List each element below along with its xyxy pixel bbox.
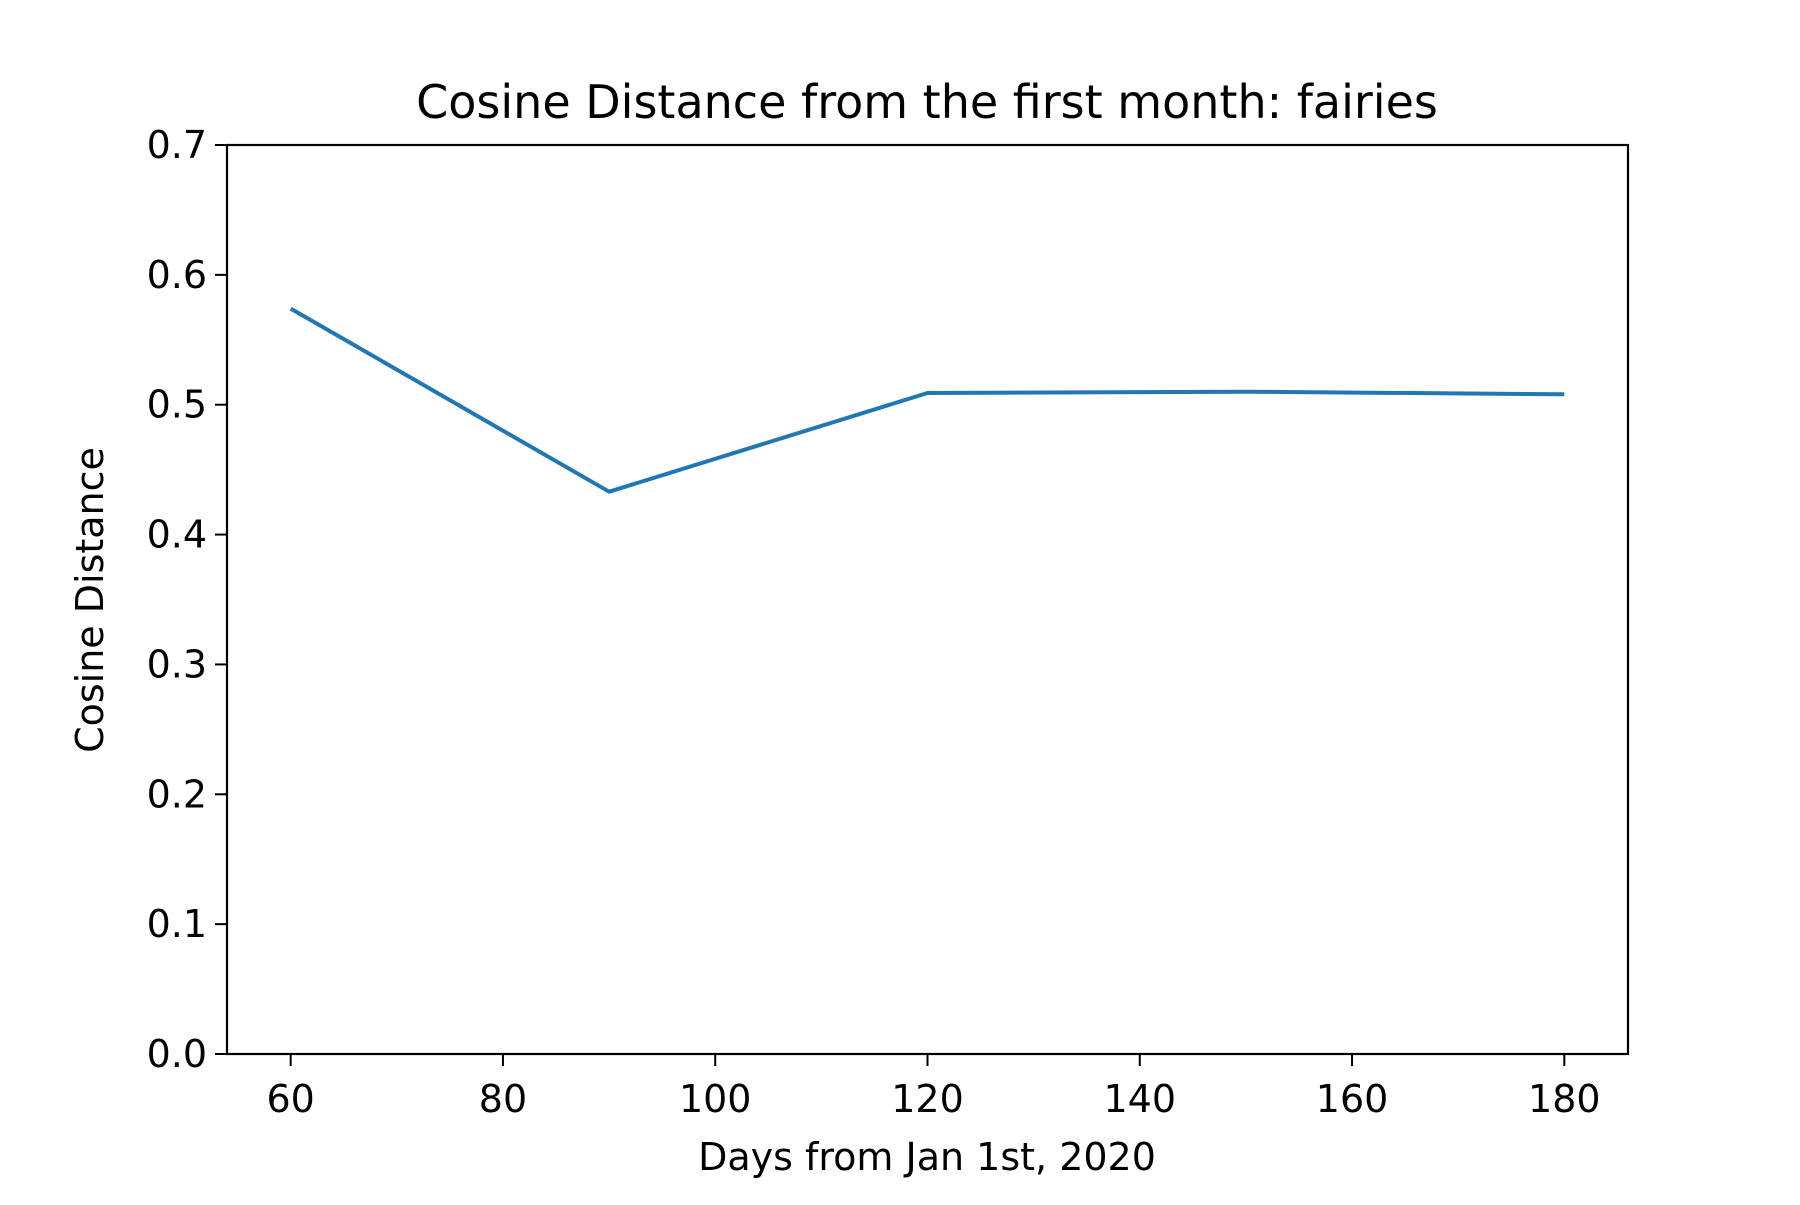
x-axis-label: Days from Jan 1st, 2020: [698, 1135, 1156, 1179]
y-tick-label: 0.5: [147, 383, 207, 427]
x-tick-label: 60: [267, 1077, 315, 1121]
y-tick-label: 0.2: [147, 772, 207, 816]
x-tick-label: 180: [1528, 1077, 1601, 1121]
x-tick-label: 120: [891, 1077, 964, 1121]
y-tick-label: 0.1: [147, 902, 207, 946]
y-tick-label: 0.6: [147, 253, 207, 297]
x-tick-label: 100: [679, 1077, 752, 1121]
x-tick-label: 80: [479, 1077, 527, 1121]
y-tick-label: 0.4: [147, 513, 207, 557]
x-axis: 60 80 100 120 140 160 180: [267, 1054, 1601, 1121]
y-axis: 0.0 0.1 0.2 0.3 0.4 0.5 0.6 0.7: [147, 123, 227, 1076]
x-tick-label: 160: [1316, 1077, 1389, 1121]
plot-area: [225, 143, 1630, 1056]
series-line: [289, 306, 1565, 494]
x-tick-label: 140: [1104, 1077, 1177, 1121]
y-axis-label: Cosine Distance: [68, 447, 112, 753]
y-tick-label: 0.0: [147, 1032, 207, 1076]
plot-frame: [225, 143, 1630, 1056]
y-tick-label: 0.3: [147, 642, 207, 686]
y-tick-label: 0.7: [147, 123, 207, 167]
chart-title: Cosine Distance from the first month: fa…: [416, 75, 1438, 129]
